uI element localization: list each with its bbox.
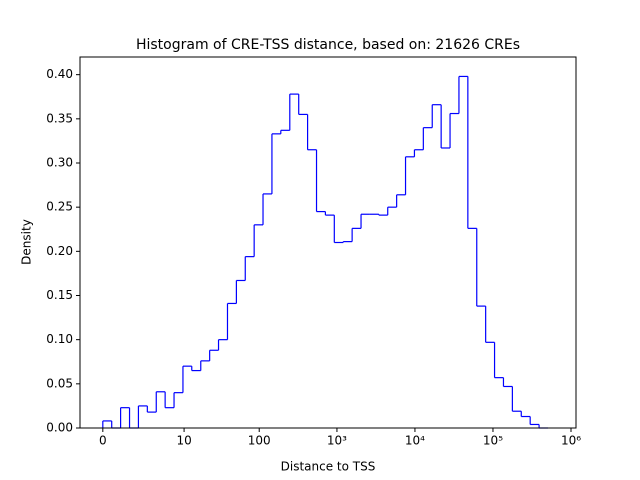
x-axis-label: Distance to TSS bbox=[281, 460, 376, 474]
y-tick-label: 0.05 bbox=[46, 376, 73, 390]
y-tick-label: 0.20 bbox=[46, 244, 73, 258]
y-tick-label: 0.00 bbox=[46, 421, 73, 435]
y-tick-label: 0.15 bbox=[46, 288, 73, 302]
plot-frame bbox=[79, 56, 577, 429]
y-axis-label: Density bbox=[20, 219, 34, 265]
x-tick-label: 100 bbox=[248, 434, 271, 448]
x-tick-label: 10⁴ bbox=[405, 434, 425, 448]
chart-title: Histogram of CRE-TSS distance, based on:… bbox=[136, 37, 520, 53]
y-tick-label: 0.30 bbox=[46, 156, 73, 170]
x-tick-label: 10³ bbox=[327, 434, 347, 448]
x-tick-label: 10⁵ bbox=[483, 434, 503, 448]
y-tick-label: 0.40 bbox=[46, 67, 73, 81]
x-tick-label: 10⁶ bbox=[561, 434, 581, 448]
y-tick-label: 0.25 bbox=[46, 200, 73, 214]
x-tick-label: 0 bbox=[99, 434, 107, 448]
y-tick-label: 0.35 bbox=[46, 111, 73, 125]
y-tick-label: 0.10 bbox=[46, 332, 73, 346]
x-tick-label: 10 bbox=[176, 434, 191, 448]
